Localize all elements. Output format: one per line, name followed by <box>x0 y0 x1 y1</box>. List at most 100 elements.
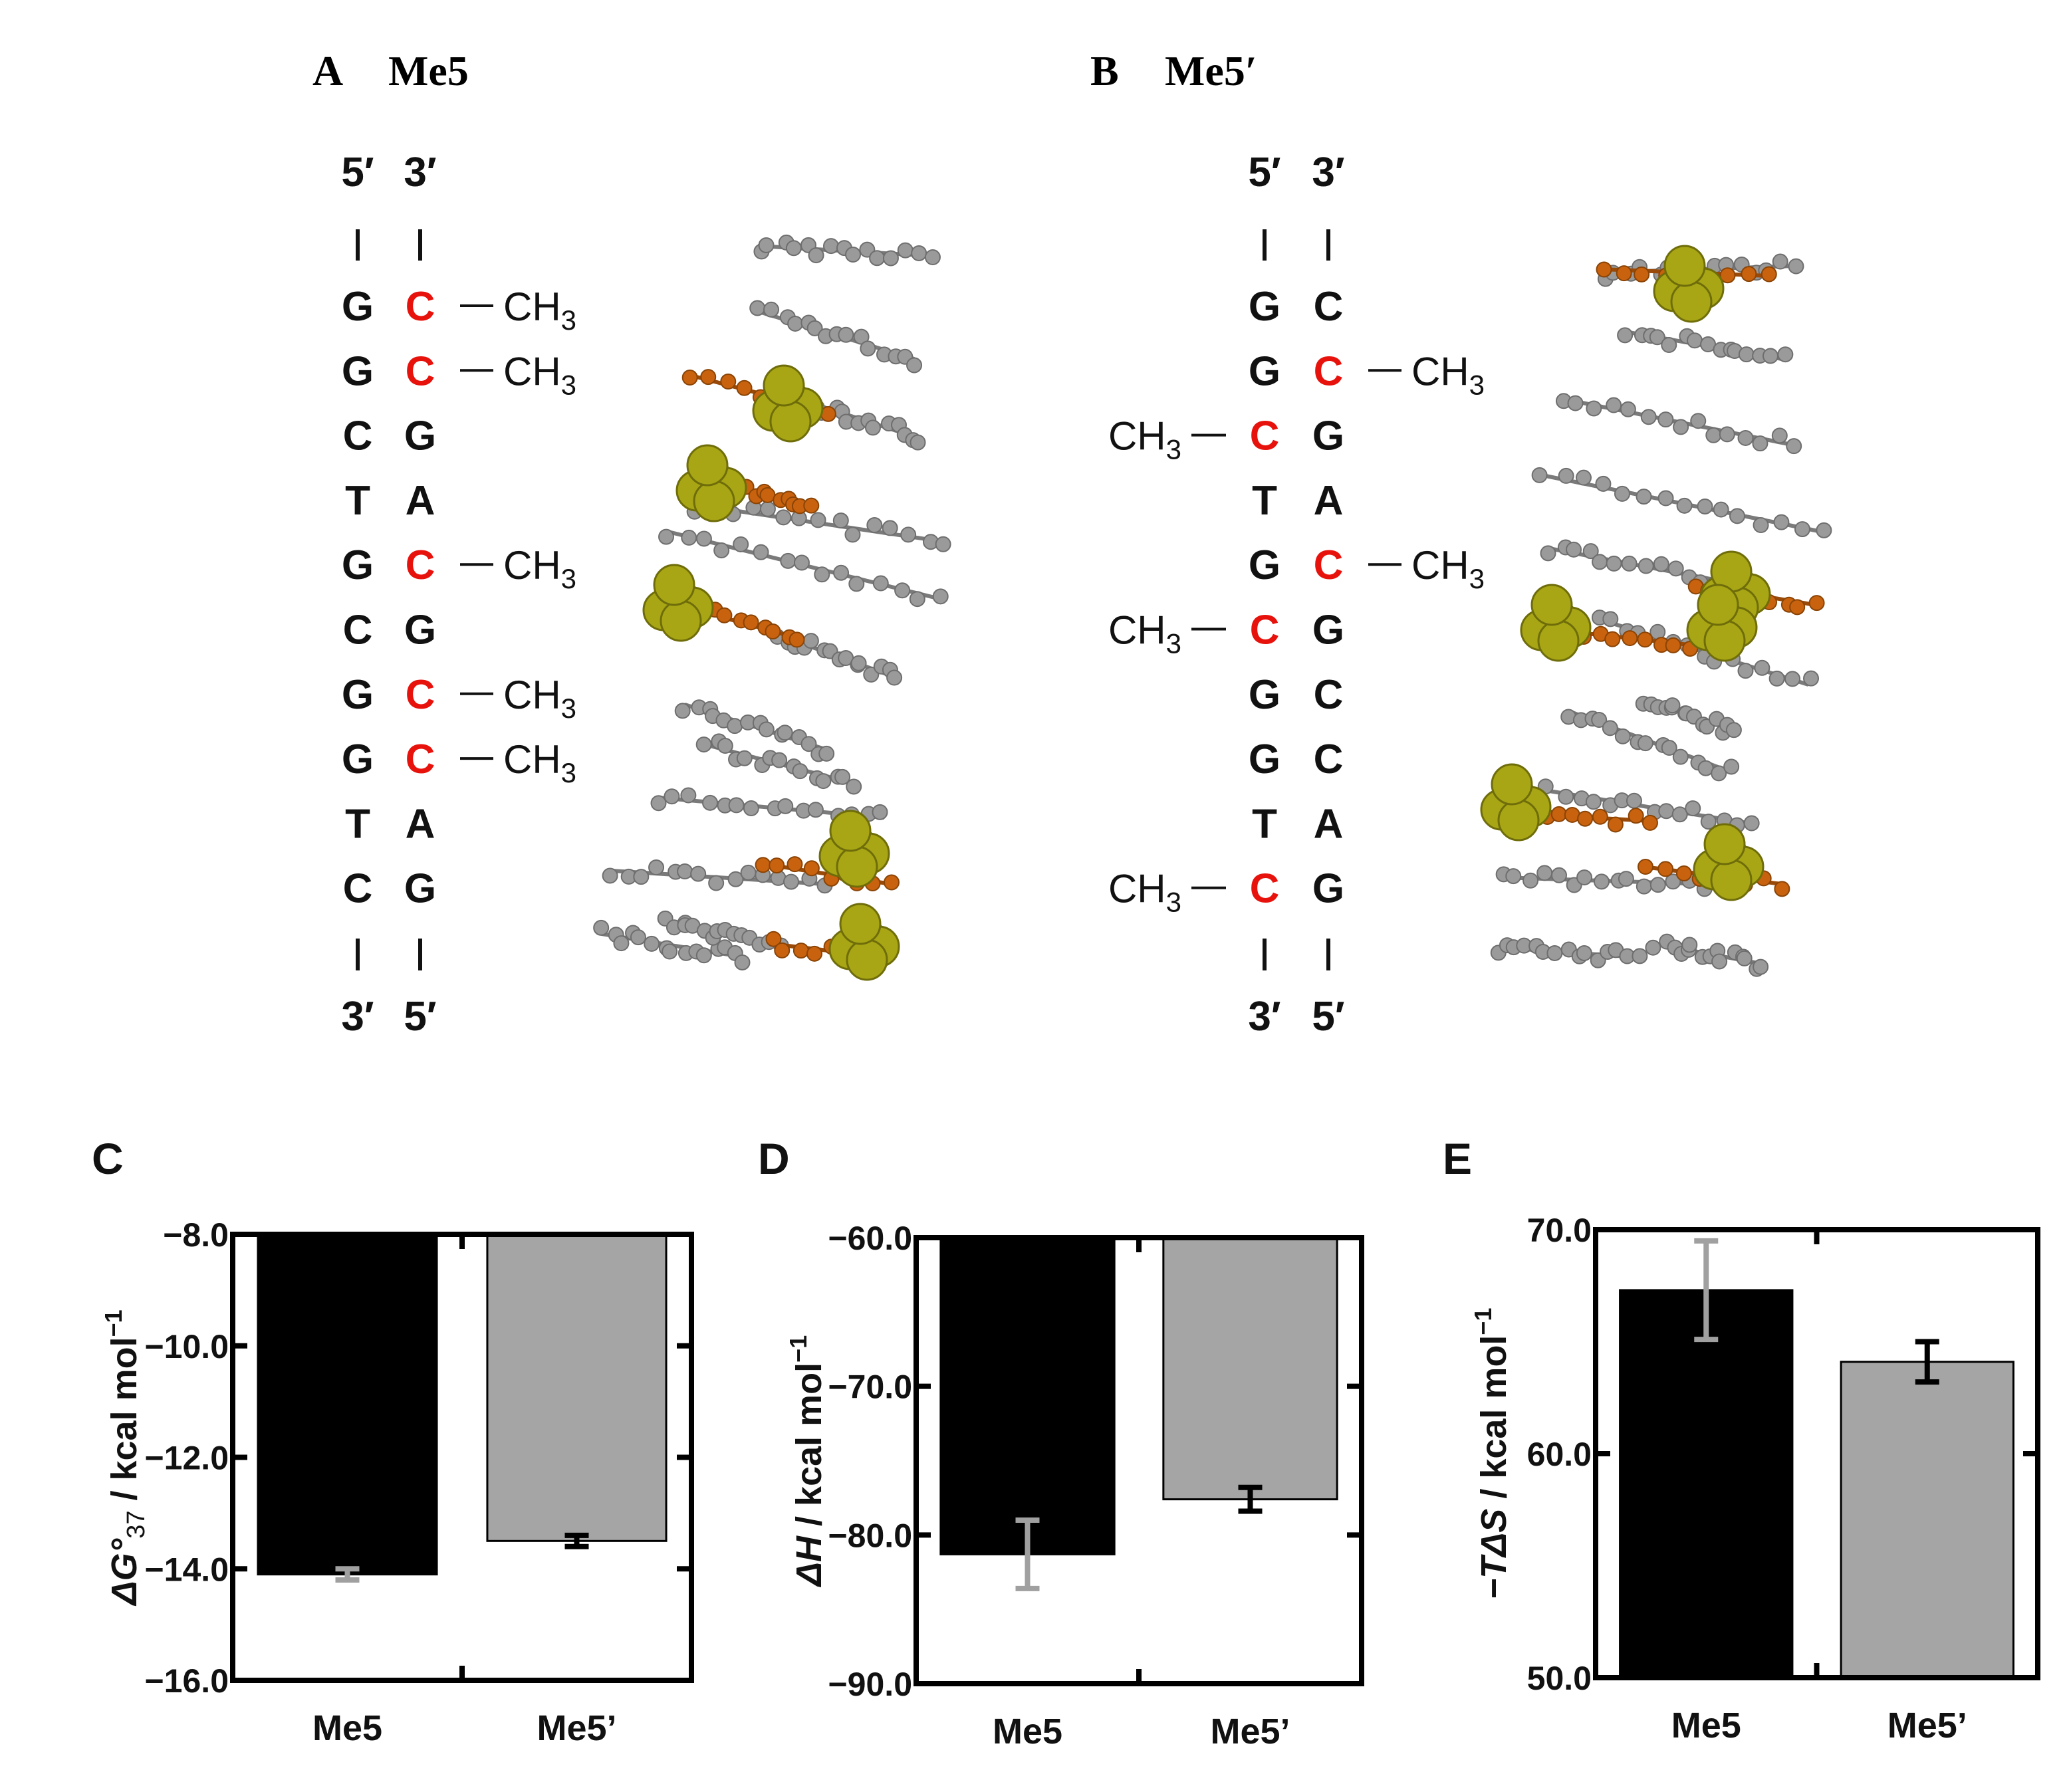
atom <box>749 300 766 316</box>
atom <box>1591 712 1608 728</box>
atom <box>1752 435 1768 452</box>
atom <box>1586 400 1602 417</box>
atom <box>1628 808 1644 824</box>
atom <box>1784 671 1801 687</box>
atom <box>884 874 900 891</box>
y-tick-label: −14.0 <box>144 1551 229 1588</box>
atom <box>1616 265 1632 282</box>
atom <box>860 340 876 357</box>
base-left: T <box>345 801 370 847</box>
methyl-sphere <box>653 564 695 606</box>
y-axis-label-unit: / kcal mol <box>789 1363 829 1536</box>
y-tick-label: −60.0 <box>828 1220 912 1257</box>
atom <box>1773 514 1790 530</box>
y-axis-label-sup: −1 <box>785 1335 812 1363</box>
atom <box>630 929 646 946</box>
methyl-sphere <box>1670 280 1713 323</box>
methyl-group-right: CH3 <box>503 673 576 724</box>
panel-a-title: Me5 <box>388 47 469 94</box>
bar-me5-prime <box>1162 1236 1338 1501</box>
x-tick-label: Me5 <box>312 1708 382 1748</box>
y-tick-label: −80.0 <box>828 1517 912 1554</box>
x-tick-label: Me5’ <box>1887 1706 1967 1745</box>
atom <box>708 875 725 891</box>
atom <box>1592 554 1608 570</box>
methyl-group-left: CH3 <box>1108 867 1181 918</box>
atom <box>1522 872 1539 889</box>
strand-end-bottom-left: 3′ <box>341 994 374 1040</box>
y-axis-label-sup: −1 <box>1469 1308 1497 1335</box>
atom <box>882 250 899 267</box>
y-tick-label: −12.0 <box>144 1440 229 1477</box>
atom <box>789 631 805 648</box>
atom <box>872 804 888 820</box>
atom <box>1592 808 1608 825</box>
atom <box>1713 501 1729 518</box>
atom <box>759 501 776 517</box>
atom <box>1505 868 1522 885</box>
atom <box>1729 508 1746 524</box>
atom <box>777 725 793 741</box>
atom <box>1816 522 1832 538</box>
atom <box>1676 497 1693 514</box>
strand-end-top-right: 3′ <box>404 150 436 195</box>
atom <box>664 788 680 805</box>
atom <box>1675 865 1692 881</box>
base-left: G <box>1249 736 1280 782</box>
base-left: C <box>1250 608 1280 653</box>
atom <box>1550 806 1567 822</box>
atom <box>863 666 880 683</box>
atom <box>806 320 823 336</box>
base-left: C <box>343 413 373 459</box>
atom <box>1632 948 1648 964</box>
atom <box>1546 945 1563 961</box>
atom <box>1711 953 1728 970</box>
atom <box>1794 521 1810 538</box>
atom <box>909 591 925 608</box>
methyl-group-right: CH3 <box>503 349 576 400</box>
atom <box>1649 877 1666 893</box>
base-left: G <box>342 736 374 782</box>
atom <box>882 520 898 536</box>
bar-me5 <box>257 1233 438 1576</box>
methyl-sphere <box>686 444 729 487</box>
atom <box>1618 871 1634 887</box>
bar-me5-prime <box>1840 1361 2014 1679</box>
x-tick-label: Me5’ <box>537 1708 616 1748</box>
atom <box>838 326 854 343</box>
atom <box>758 721 775 738</box>
atom <box>717 738 733 754</box>
y-axis-label-unit: / kcal mol <box>1474 1335 1514 1509</box>
methyl-group-right: CH3 <box>503 284 576 336</box>
base-left: G <box>1249 542 1280 588</box>
atom <box>650 795 667 812</box>
atom <box>713 542 730 559</box>
atom <box>1808 595 1825 612</box>
atom <box>727 871 744 887</box>
y-axis-label-sup: −1 <box>100 1309 127 1337</box>
methyl-sphere <box>693 480 735 522</box>
atom <box>818 745 835 762</box>
atom <box>1540 545 1556 562</box>
atom <box>780 552 796 569</box>
atom <box>1531 467 1548 483</box>
atom <box>758 237 775 253</box>
atom <box>1772 253 1788 270</box>
atom <box>644 935 660 952</box>
base-right: G <box>404 866 436 912</box>
base-right: G <box>1312 413 1344 459</box>
atom <box>783 873 799 890</box>
atom <box>1761 266 1777 282</box>
y-tick-label: 60.0 <box>1527 1436 1592 1473</box>
atom <box>1638 558 1654 574</box>
methyl-group-right: CH3 <box>1411 543 1485 594</box>
methyl-sphere <box>1530 584 1573 626</box>
atom <box>734 954 751 970</box>
atom <box>1681 937 1698 953</box>
atom <box>733 536 749 552</box>
y-tick-label: 70.0 <box>1527 1212 1592 1249</box>
panel-label: C <box>92 1134 124 1183</box>
atom <box>1762 348 1778 364</box>
base-left: C <box>1250 413 1280 459</box>
